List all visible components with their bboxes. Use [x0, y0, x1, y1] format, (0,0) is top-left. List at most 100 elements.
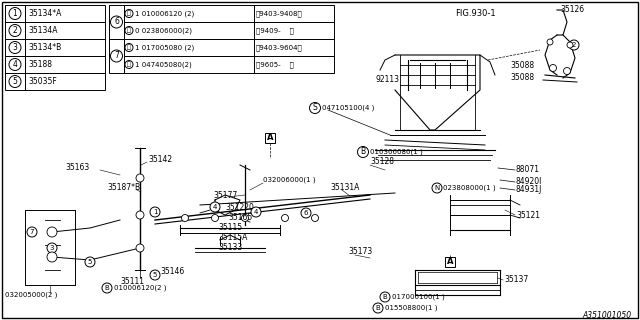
Circle shape: [251, 207, 261, 217]
Text: B: B: [383, 294, 387, 300]
Text: 7: 7: [114, 52, 119, 60]
Text: 35134A: 35134A: [28, 26, 58, 35]
Text: 35126: 35126: [560, 5, 584, 14]
Bar: [254, 56, 334, 73]
Circle shape: [182, 214, 189, 221]
Circle shape: [569, 40, 579, 50]
Circle shape: [125, 27, 133, 35]
Text: 2: 2: [13, 26, 17, 35]
Text: B: B: [104, 285, 109, 291]
Text: ␸: ␸: [127, 11, 131, 16]
Circle shape: [85, 257, 95, 267]
Text: 35188: 35188: [28, 60, 52, 69]
Text: 35035F: 35035F: [28, 77, 57, 86]
Text: 92113: 92113: [376, 76, 400, 84]
Bar: [124, 5, 254, 22]
Circle shape: [241, 214, 248, 221]
Circle shape: [125, 44, 133, 52]
Text: 017006100(1 ): 017006100(1 ): [392, 294, 445, 300]
Text: 3: 3: [50, 245, 54, 251]
Text: 4: 4: [254, 209, 258, 215]
Circle shape: [210, 202, 220, 212]
Circle shape: [47, 243, 57, 253]
Circle shape: [9, 25, 21, 36]
Bar: [109, 5, 124, 39]
Text: 047105100(4 ): 047105100(4 ): [322, 105, 374, 111]
Circle shape: [27, 227, 37, 237]
Circle shape: [136, 244, 144, 252]
Text: 35173: 35173: [348, 247, 372, 257]
Bar: [25, 5, 105, 22]
Text: B: B: [360, 148, 365, 156]
Bar: [25, 39, 105, 56]
Text: （9403-9604）: （9403-9604）: [256, 44, 303, 51]
Circle shape: [111, 50, 122, 62]
Text: 0 023806000(2): 0 023806000(2): [135, 27, 192, 34]
Text: 88071: 88071: [516, 165, 540, 174]
Text: 1 010006120 (2): 1 010006120 (2): [135, 10, 195, 17]
Circle shape: [47, 227, 57, 237]
Circle shape: [136, 174, 144, 182]
Circle shape: [136, 211, 144, 219]
Bar: [254, 39, 334, 56]
Text: 3: 3: [13, 43, 17, 52]
Circle shape: [312, 214, 319, 221]
Text: 1: 1: [153, 209, 157, 215]
Circle shape: [432, 183, 442, 193]
Circle shape: [310, 102, 321, 114]
Bar: [124, 39, 254, 56]
Circle shape: [111, 16, 122, 28]
Text: 35088: 35088: [510, 60, 534, 69]
Bar: [109, 39, 124, 73]
Text: 010006120(2 ): 010006120(2 ): [114, 285, 166, 291]
Bar: [124, 22, 254, 39]
Text: 35165: 35165: [228, 213, 252, 222]
Circle shape: [47, 252, 57, 262]
Text: 35088: 35088: [510, 74, 534, 83]
Text: 35131A: 35131A: [330, 182, 360, 191]
Bar: [265, 133, 275, 143]
Text: 4: 4: [13, 60, 17, 69]
Text: 35111: 35111: [120, 277, 144, 286]
Text: （9409-    ）: （9409- ）: [256, 27, 294, 34]
Bar: [254, 5, 334, 22]
Text: 35115A: 35115A: [218, 234, 248, 243]
Text: 35121: 35121: [516, 211, 540, 220]
Text: ␸: ␸: [127, 45, 131, 50]
Text: 35177: 35177: [213, 190, 237, 199]
Circle shape: [547, 39, 553, 45]
Circle shape: [125, 10, 133, 18]
Text: 023808000(1 ): 023808000(1 ): [443, 185, 495, 191]
Circle shape: [563, 68, 570, 75]
Circle shape: [9, 7, 21, 20]
Text: （9605-    ）: （9605- ）: [256, 61, 294, 68]
Circle shape: [102, 283, 112, 293]
Text: ␸: ␸: [127, 28, 131, 33]
Text: 5: 5: [13, 77, 17, 86]
Bar: [5, 39, 25, 56]
Text: 35187*B: 35187*B: [107, 183, 140, 193]
Text: 2: 2: [572, 42, 576, 48]
Text: 032006000(1 ): 032006000(1 ): [263, 177, 316, 183]
Text: B: B: [376, 305, 380, 311]
Text: 35146: 35146: [160, 268, 184, 276]
Circle shape: [125, 60, 133, 68]
Text: 1: 1: [13, 9, 17, 18]
Text: 1 017005080 (2): 1 017005080 (2): [135, 44, 195, 51]
Circle shape: [9, 76, 21, 87]
Circle shape: [9, 42, 21, 53]
Bar: [25, 56, 105, 73]
Text: 84931J: 84931J: [516, 186, 542, 195]
Text: 032005000(2 ): 032005000(2 ): [5, 292, 58, 298]
Text: A351001050: A351001050: [583, 310, 632, 319]
Text: 35133: 35133: [218, 244, 243, 252]
Bar: [25, 22, 105, 39]
Circle shape: [150, 270, 160, 280]
Bar: [254, 22, 334, 39]
Circle shape: [150, 207, 160, 217]
Text: A: A: [267, 133, 273, 142]
Circle shape: [358, 147, 369, 157]
Text: 35137: 35137: [504, 276, 528, 284]
Text: 84920I: 84920I: [516, 178, 542, 187]
Text: N: N: [435, 185, 440, 191]
